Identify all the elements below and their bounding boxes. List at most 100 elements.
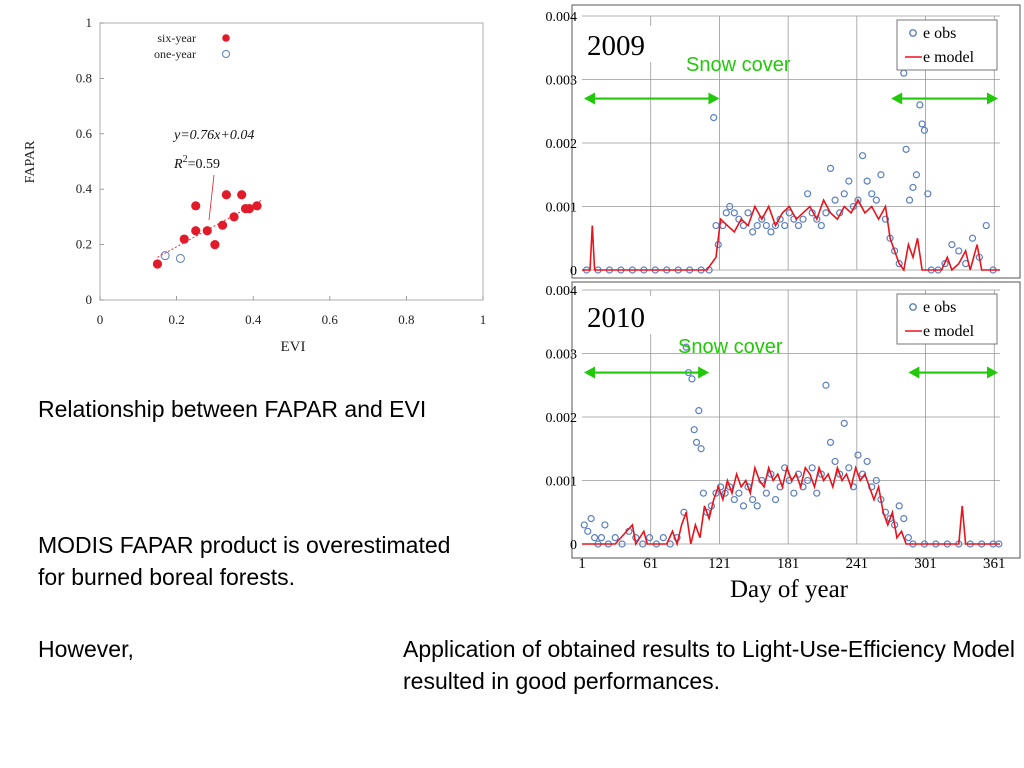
chart-2010-x-tick-labels: 1 61 121 181 241 301 361 [578,556,1005,572]
six-year-point [237,190,247,200]
chart-2009-obs-point [881,215,890,223]
chart-2010-obs-point [790,489,798,497]
r-squared-r: R [173,157,183,172]
chart-2009-obs-point [902,145,910,153]
chart-2009-obs-point [920,126,929,134]
chart-2009-y-tick-label: 0.003 [546,74,578,89]
chart-2010-obs-point [659,534,667,542]
chart-2010-snow-cover-arrow [908,366,998,379]
chart-2010-obs-point [712,489,720,497]
scatter-points [152,190,262,269]
chart-2010-x-tick-label: 61 [643,556,658,572]
chart-2010-obs-point [804,476,812,485]
chart-2009-obs-point [840,190,848,198]
chart-2009-obs-point [817,221,825,230]
chart-2009-obs-point [895,260,903,268]
chart-2010-y-tick-label: 0.001 [546,475,578,490]
chart-2010-obs-point [739,502,748,510]
scatter-plot-frame [99,22,484,301]
caption-application: Application of obtained results to Light… [403,636,1015,694]
chart-2009-obs-point [909,183,917,192]
chart-2009-obs-point [924,190,932,198]
chart-2009-obs-point [726,202,734,211]
six-year-point [179,234,189,244]
chart-2009-obs-point [948,241,956,249]
chart-2010-obs-point [904,534,912,542]
six-year-point [210,240,220,250]
caption-however: However, [38,636,134,662]
chart-2009-obs-point [804,190,812,198]
regression-equation: y=0.76x+0.04 [172,128,254,143]
chart-2009-y-tick-label: 0.001 [546,201,578,216]
chart-2010-x-tick-label: 301 [914,556,937,572]
chart-2010-y-tick-label: 0 [570,538,577,553]
chart-2010-obs-point [863,457,871,466]
chart-2009-panel-border [571,4,1021,279]
scatter-y-axis-label: FAPAR [23,140,38,183]
chart-2009-obs-point [858,152,867,160]
chart-2009-obs-point [739,221,748,230]
scatter-y-tick-label: 0.8 [76,70,92,85]
chart-2010-obs-point [845,464,853,472]
chart-2010-obs-point [697,445,705,453]
chart-2010-x-tick-label: 121 [708,556,731,572]
chart-2010-model-line [582,464,1000,547]
chart-2009-obs-point [854,196,862,204]
chart-2009-obs-point [767,228,775,236]
chart-2010-obs-point [618,540,626,548]
chart-2009-obs-point [762,221,770,230]
chart-2009-obs-point [872,196,880,204]
chart-2010-obs-point [580,521,588,529]
chart-2009-snow-cover-arrow [584,92,720,105]
chart-2009-obs-point [749,228,757,236]
chart-2010-obs-point [895,502,903,510]
scatter-y-tick-label: 0 [86,292,93,307]
chart-2010-obs-point [813,489,821,497]
chart-2010-obs-point [611,534,619,542]
scatter-y-tick-labels: 0 0.2 0.4 0.6 0.8 1 [76,15,93,307]
chart-2009-legend-box [896,19,998,71]
chart-2010-obs-point [735,489,743,497]
chart-2009-obs-point [758,215,766,223]
chart-2010-obs-point [808,464,816,472]
six-year-point [202,226,212,236]
chart-2009-obs-point [905,196,914,204]
chart-2010-obs-point [587,515,595,523]
six-year-point [217,220,228,230]
chart-2009-obs-point [771,221,780,230]
caption-modis-overestimate: MODIS FAPAR product is overestimated for… [38,532,451,590]
one-year-point [160,251,170,261]
scatter-legend: six-year one-year [154,31,230,61]
chart-2009-obs-point [863,177,871,185]
chart-2009-obs-point [955,247,963,255]
chart-2010-obs-point [854,451,862,459]
chart-2010-y-tick-label: 0.002 [546,411,578,426]
r-squared-exponent: 2 [183,154,188,165]
scatter-y-tick-label: 0.6 [76,126,93,141]
chart-2010-x-tick-label: 1 [578,556,586,572]
scatter-y-tick-label: 0.2 [76,237,92,252]
chart-2009-snow-cover-arrow [891,92,998,105]
chart-2010-obs-point [601,521,609,529]
chart-2010-obs-point [831,457,839,466]
six-year-point [229,212,239,222]
chart-2010-obs-point [771,495,780,504]
six-year-point [152,259,163,269]
chart-2009-obs-point [799,215,807,223]
chart-2009-obs-point [900,69,908,77]
chart-2009-obs-point [710,113,718,122]
chart-2009-obs-point [916,101,924,109]
chart-2010-obs-point [900,515,908,523]
chart-2010-legend-box [896,293,998,345]
scatter-x-tick-label: 1 [480,312,487,327]
chart-2010-obs-point [597,534,606,542]
chart-2009-legend-obs-label: e obs [923,25,956,42]
chart-2010-obs-point [822,381,830,389]
chart-2009-obs-point [744,209,752,217]
one-year-point [175,253,185,263]
r-squared-label: R2=0.59 [173,154,220,172]
six-year-point [244,203,254,214]
scatter-x-axis-label: EVI [281,339,306,355]
chart-2010-grid [582,289,1000,545]
chart-2010-y-tick-labels: 0 0.001 0.002 0.003 0.004 [546,284,578,553]
